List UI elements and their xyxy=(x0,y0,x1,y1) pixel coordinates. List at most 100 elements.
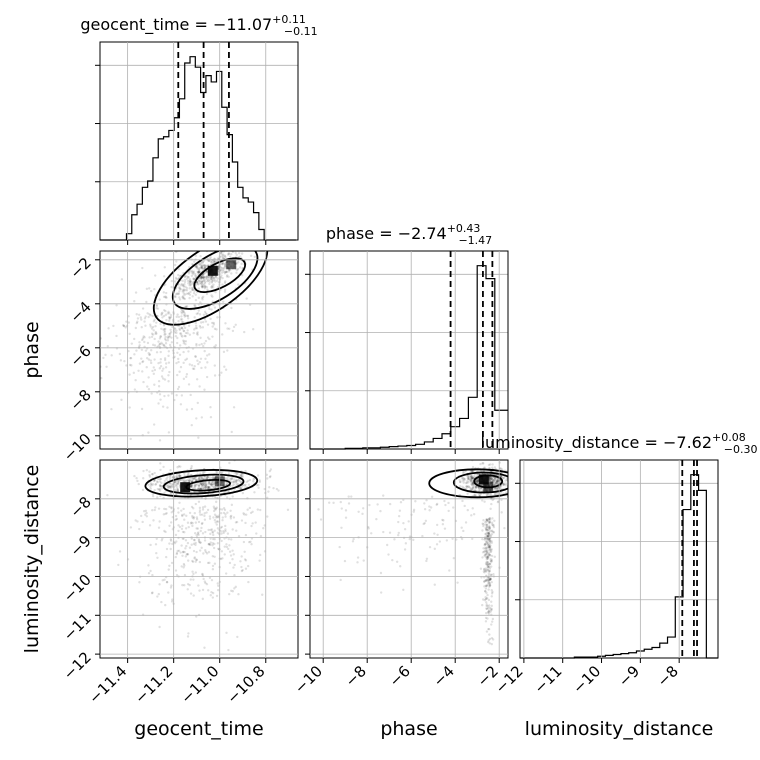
sample-point xyxy=(160,539,163,542)
sample-point xyxy=(425,557,429,560)
sample-point xyxy=(263,487,266,491)
sample-point xyxy=(203,279,206,282)
sample-point xyxy=(192,291,196,295)
sample-point xyxy=(487,610,490,614)
sample-point xyxy=(485,549,488,552)
sample-point xyxy=(202,276,205,279)
sample-point xyxy=(149,289,153,293)
sample-point xyxy=(488,520,491,524)
sample-point xyxy=(187,383,191,386)
sample-point xyxy=(223,267,226,270)
sample-point xyxy=(489,477,493,480)
sample-point xyxy=(209,532,212,536)
sample-point xyxy=(197,538,201,541)
sample-point xyxy=(470,487,473,491)
sample-point xyxy=(158,480,162,483)
sample-point xyxy=(213,261,216,264)
sample-point xyxy=(155,480,159,483)
sample-point xyxy=(110,407,113,411)
sample-point xyxy=(200,265,203,268)
sample-point xyxy=(195,332,199,335)
sample-point xyxy=(484,540,488,544)
sample-point xyxy=(176,488,179,492)
sample-point xyxy=(489,476,492,479)
sample-point xyxy=(154,332,157,335)
sample-point xyxy=(223,281,227,284)
sample-point xyxy=(486,541,489,544)
sample-point xyxy=(144,349,148,352)
sample-point xyxy=(155,321,158,324)
sample-point xyxy=(206,561,210,565)
sample-point xyxy=(195,327,199,330)
sample-point xyxy=(441,518,444,522)
sample-point xyxy=(212,259,216,263)
sample-point xyxy=(199,482,203,486)
sample-point xyxy=(488,642,491,645)
sample-point xyxy=(496,479,499,482)
sample-point xyxy=(159,358,163,361)
sample-point xyxy=(197,500,201,504)
sample-point xyxy=(125,320,128,323)
sample-point xyxy=(177,315,181,319)
sample-point xyxy=(208,282,211,286)
sample-point xyxy=(175,361,178,365)
sample-point xyxy=(499,491,503,494)
sample-point xyxy=(221,283,224,286)
sample-point xyxy=(150,483,153,487)
sample-point xyxy=(254,521,257,524)
sample-point xyxy=(257,483,260,487)
sample-point xyxy=(162,513,166,516)
sample-point xyxy=(175,393,178,397)
sample-point xyxy=(485,529,488,532)
sample-point xyxy=(167,374,170,377)
sample-point xyxy=(505,491,508,494)
sample-point xyxy=(133,474,136,478)
sample-point xyxy=(486,561,490,564)
sample-point xyxy=(488,518,492,522)
sample-point xyxy=(482,522,485,526)
sample-point xyxy=(168,343,172,347)
sample-point xyxy=(158,520,161,523)
sample-point xyxy=(470,478,474,481)
sample-point xyxy=(169,469,172,472)
sample-point xyxy=(221,516,224,519)
sample-point xyxy=(204,486,207,489)
sample-point xyxy=(194,476,198,479)
sample-point xyxy=(193,483,197,486)
sample-point xyxy=(197,362,200,366)
sample-point xyxy=(145,515,149,518)
sample-point xyxy=(182,341,186,345)
sample-point xyxy=(190,423,193,427)
sample-point xyxy=(212,516,215,519)
sample-point xyxy=(147,358,151,361)
sample-point xyxy=(493,478,496,482)
sample-point xyxy=(491,517,494,520)
sample-point xyxy=(182,284,185,287)
sample-point xyxy=(200,546,203,550)
sample-point xyxy=(203,512,206,515)
sample-point xyxy=(192,277,196,281)
sample-point xyxy=(174,514,178,518)
sample-point xyxy=(491,523,494,526)
sample-point xyxy=(228,477,231,480)
sample-point xyxy=(194,521,198,524)
sample-point xyxy=(240,519,244,522)
sample-point xyxy=(485,525,489,528)
sample-point xyxy=(166,484,170,487)
sample-point xyxy=(488,543,491,547)
sample-point xyxy=(145,511,148,515)
sample-point xyxy=(175,484,178,488)
sample-point xyxy=(488,533,491,537)
sample-point xyxy=(200,275,203,279)
sample-point xyxy=(203,646,206,649)
sample-point xyxy=(259,247,261,249)
sample-point xyxy=(399,565,402,568)
sample-point xyxy=(258,479,261,482)
sample-point xyxy=(204,280,207,283)
sample-point xyxy=(183,282,186,286)
sample-point xyxy=(153,318,156,321)
sample-point xyxy=(220,271,224,274)
sample-point xyxy=(379,591,383,594)
sample-point xyxy=(234,323,237,326)
sample-point xyxy=(200,266,204,270)
